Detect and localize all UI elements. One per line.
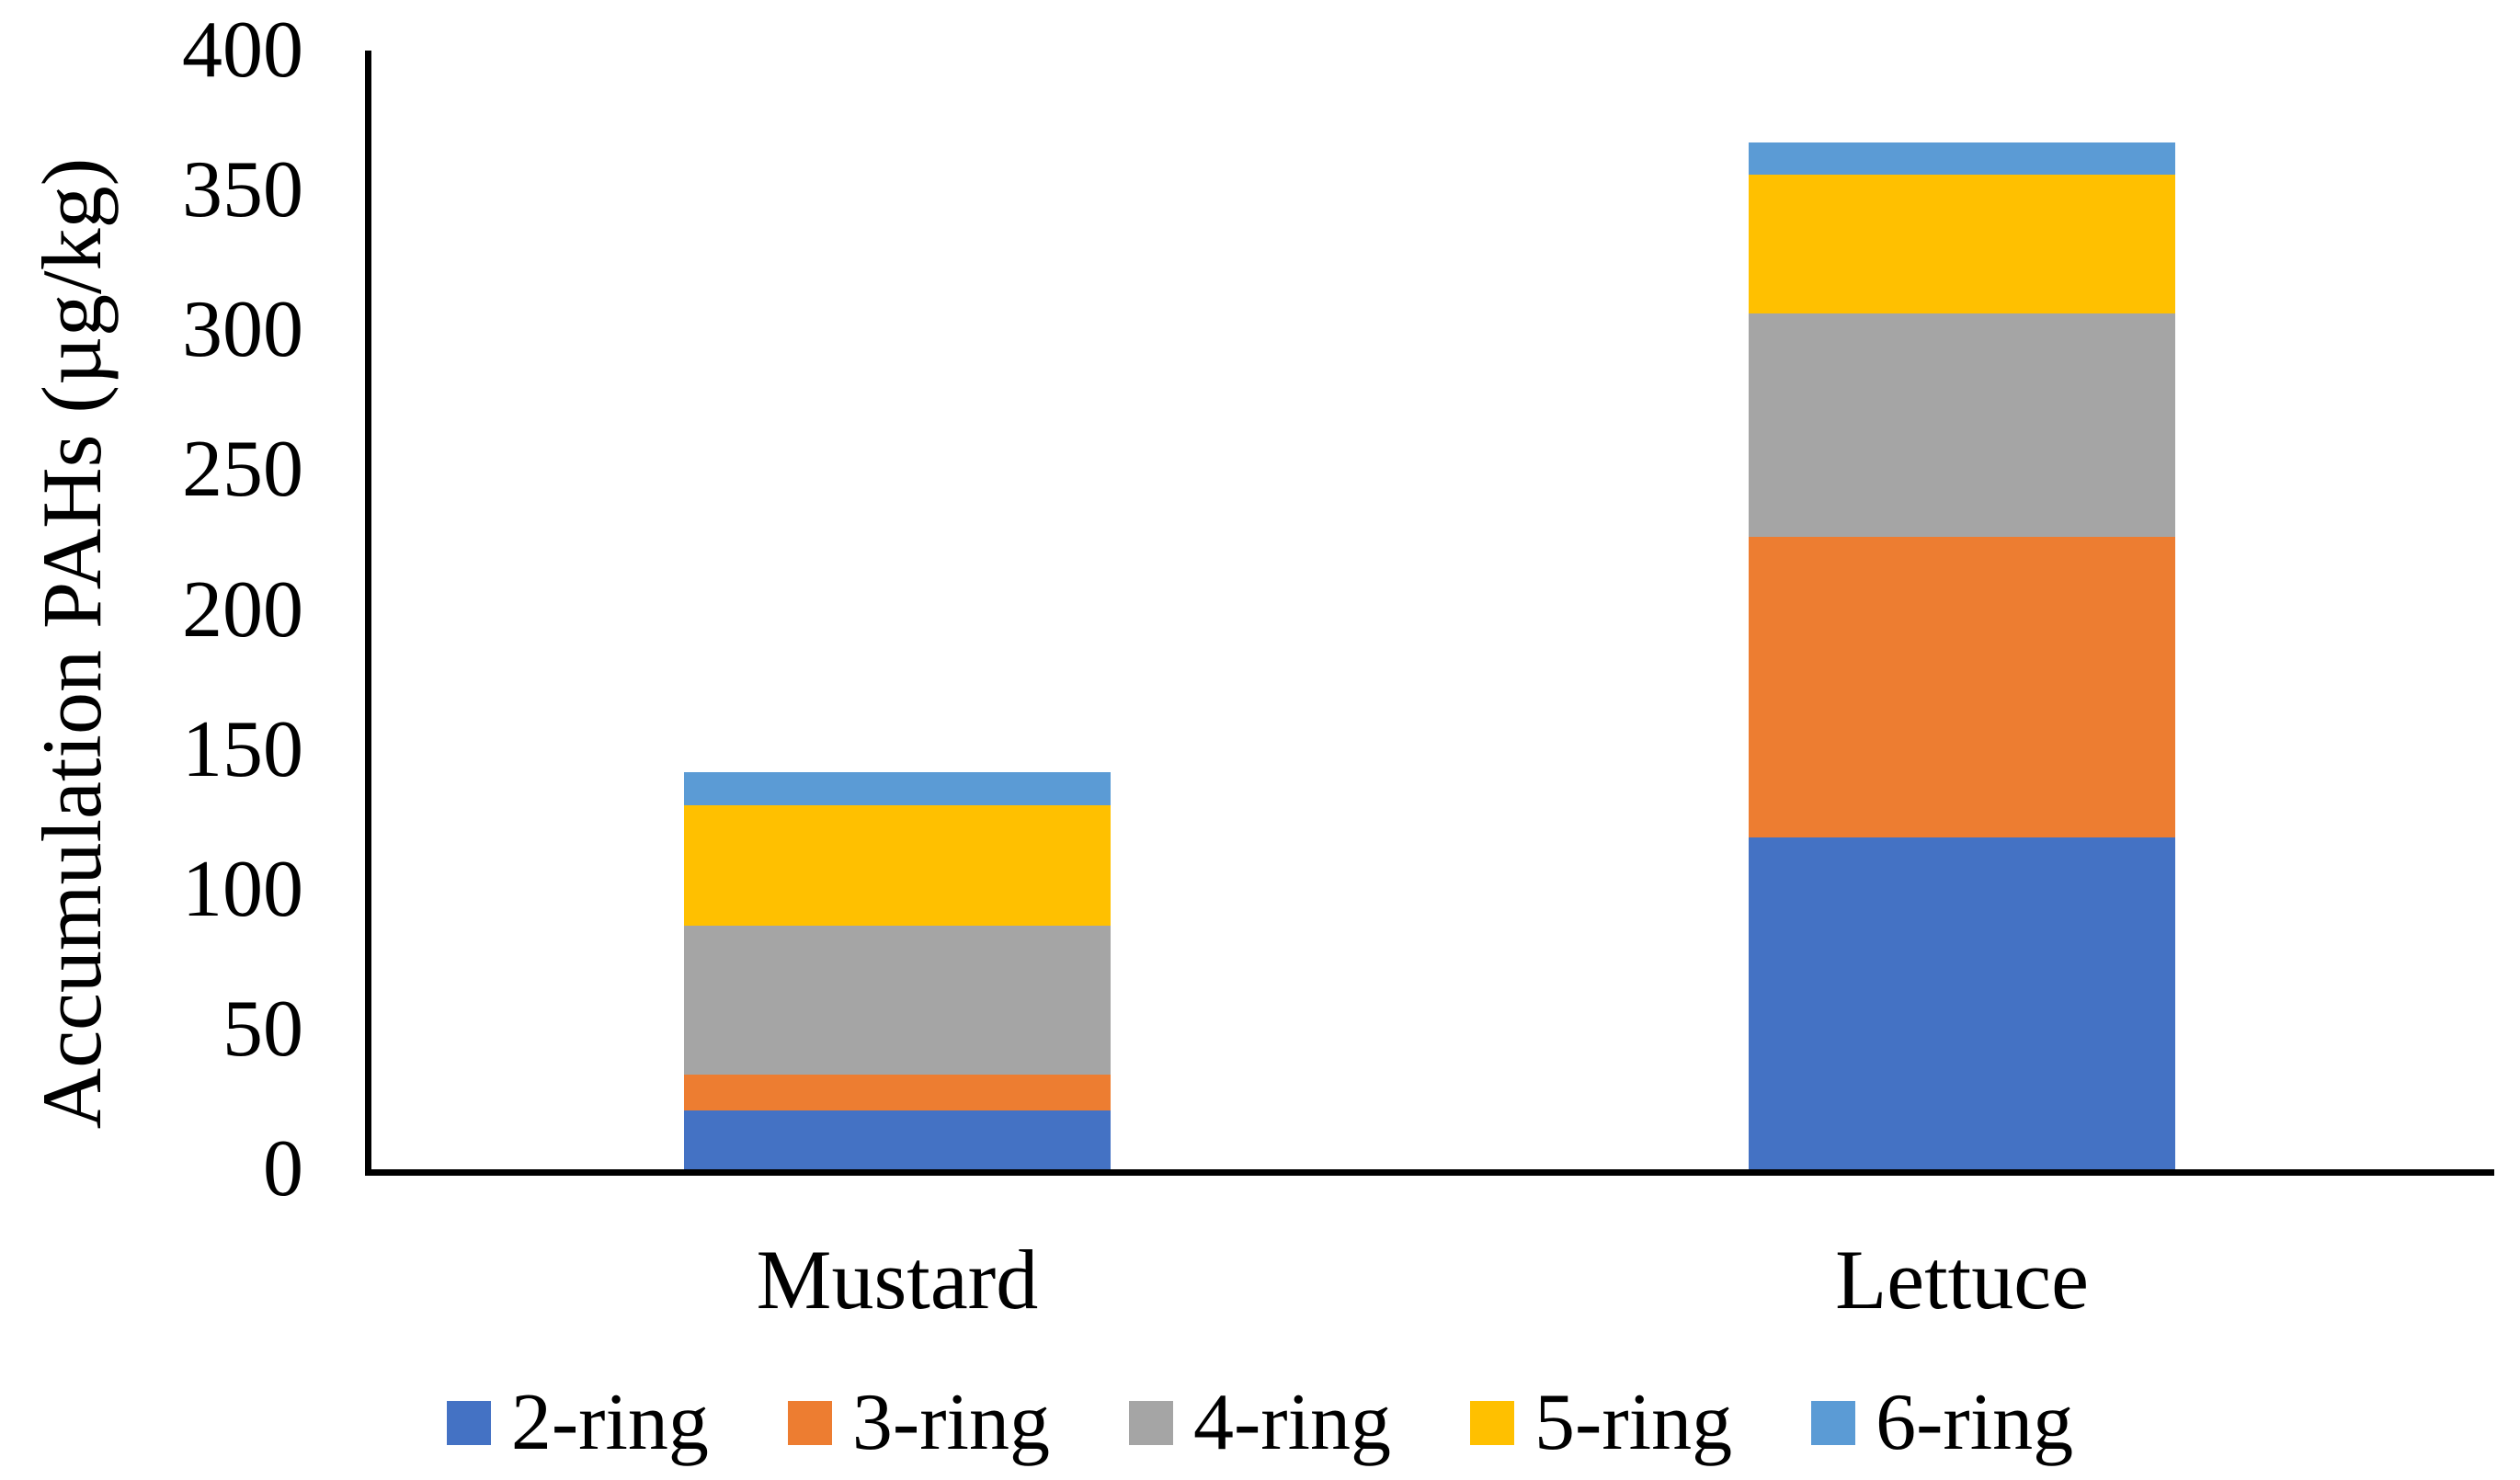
bar-segment-lettuce-5-ring [1749,175,2175,313]
legend-swatch-5-ring [1470,1401,1515,1445]
bar-segment-lettuce-4-ring [1749,313,2175,538]
bar-segment-lettuce-2-ring [1749,837,2175,1169]
legend-item-2-ring: 2-ring [446,1378,709,1467]
legend-item-6-ring: 6-ring [1811,1379,2073,1467]
y-tick-label-50: 50 [222,984,303,1074]
bar-segment-lettuce-6-ring [1749,142,2175,176]
legend-label-2-ring: 2-ring [510,1378,709,1467]
category-label-lettuce: Lettuce [1835,1233,2089,1326]
legend-item-4-ring: 4-ring [1128,1378,1392,1467]
category-label-mustard: Mustard [756,1233,1039,1326]
legend-label-5-ring: 5-ring [1534,1378,1733,1467]
bar-segment-mustard-6-ring [684,771,1111,806]
y-tick-label-0: 0 [263,1124,303,1213]
legend-swatch-6-ring [1811,1401,1856,1445]
y-tick-label-300: 300 [182,285,303,375]
legend-item-5-ring: 5-ring [1470,1379,1732,1467]
legend-label-3-ring: 3-ring [851,1378,1050,1467]
bar-segment-lettuce-3-ring [1749,537,2175,838]
y-tick-label-250: 250 [182,425,303,515]
bar-segment-mustard-2-ring [684,1110,1111,1169]
x-axis-line [365,1169,2494,1176]
legend: 2-ring 3-ring 4-ring 5-ring 6-ring [0,1372,2520,1474]
y-tick-label-350: 350 [182,145,303,235]
y-tick-label-200: 200 [182,564,303,655]
bar-segment-mustard-5-ring [684,805,1111,927]
y-tick-label-100: 100 [182,844,303,934]
legend-swatch-3-ring [787,1401,832,1445]
legend-label-4-ring: 4-ring [1192,1378,1392,1467]
y-axis-line [365,51,371,1176]
legend-swatch-4-ring [1128,1401,1173,1445]
legend-swatch-2-ring [446,1401,491,1445]
legend-item-3-ring: 3-ring [787,1378,1050,1467]
bar-segment-mustard-3-ring [684,1074,1111,1111]
y-tick-label-400: 400 [182,6,303,95]
legend-label-6-ring: 6-ring [1876,1378,2074,1467]
y-tick-label-150: 150 [182,704,303,794]
bar-segment-mustard-4-ring [684,926,1111,1075]
